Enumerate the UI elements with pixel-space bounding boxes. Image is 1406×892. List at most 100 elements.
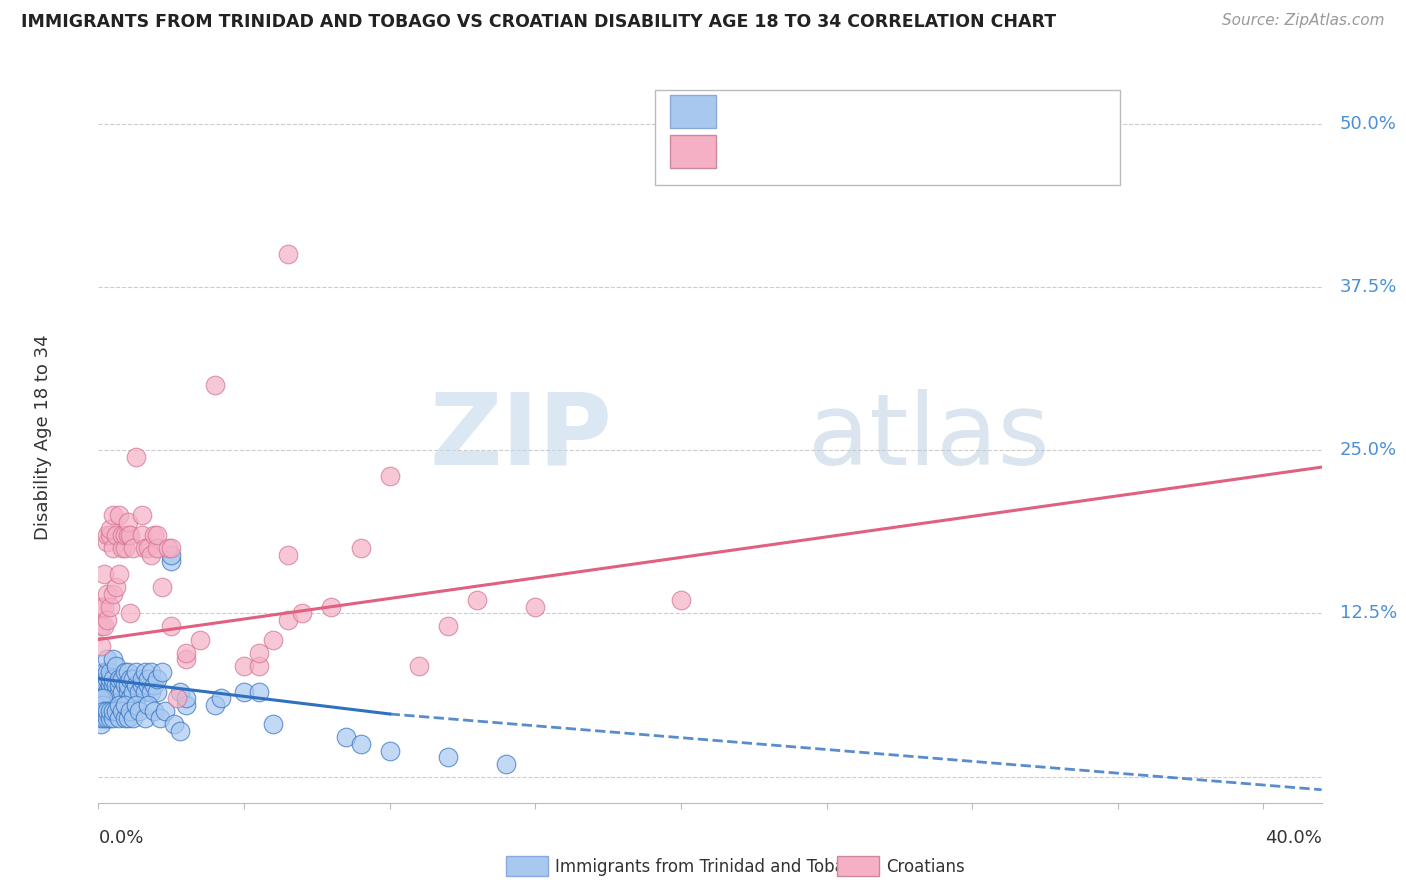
Point xyxy=(98,711,121,725)
Point xyxy=(160,619,183,633)
Point xyxy=(134,665,156,680)
Text: Disability Age 18 to 34: Disability Age 18 to 34 xyxy=(34,334,52,540)
Point xyxy=(408,658,430,673)
Point xyxy=(117,515,139,529)
Point xyxy=(93,705,115,719)
Point xyxy=(98,685,121,699)
Point xyxy=(145,672,167,686)
Point xyxy=(90,698,112,712)
Text: N =: N = xyxy=(924,103,965,120)
Point xyxy=(90,717,112,731)
Point xyxy=(104,580,127,594)
Point xyxy=(104,685,127,699)
Point xyxy=(524,599,547,614)
Point xyxy=(96,652,118,666)
Point xyxy=(93,685,115,699)
Point xyxy=(247,658,270,673)
Text: Croatians: Croatians xyxy=(886,858,965,876)
Point xyxy=(114,528,136,542)
Point xyxy=(120,528,142,542)
Point xyxy=(131,672,153,686)
Point xyxy=(89,691,111,706)
Point xyxy=(96,672,118,686)
Point xyxy=(160,541,183,555)
Point xyxy=(98,705,121,719)
Point xyxy=(101,672,124,686)
FancyBboxPatch shape xyxy=(669,136,716,169)
Point xyxy=(378,469,401,483)
Point xyxy=(98,665,121,680)
Point xyxy=(90,711,112,725)
Point xyxy=(93,599,115,614)
Point xyxy=(145,685,167,699)
Point xyxy=(108,711,131,725)
Text: 25.0%: 25.0% xyxy=(1340,442,1398,459)
Point xyxy=(117,678,139,692)
Point xyxy=(93,705,115,719)
Point xyxy=(145,528,167,542)
Point xyxy=(291,607,314,621)
Point xyxy=(145,541,167,555)
Point xyxy=(89,698,111,712)
Text: atlas: atlas xyxy=(808,389,1049,485)
Point xyxy=(114,665,136,680)
Point xyxy=(98,599,121,614)
Point xyxy=(96,665,118,680)
Point xyxy=(108,678,131,692)
Point xyxy=(98,521,121,535)
Point xyxy=(136,698,159,712)
Point xyxy=(209,691,232,706)
Point xyxy=(111,705,134,719)
Point xyxy=(101,678,124,692)
Point xyxy=(437,750,460,764)
Point xyxy=(101,587,124,601)
Point xyxy=(149,711,172,725)
Point xyxy=(101,711,124,725)
Point xyxy=(495,756,517,771)
Point xyxy=(104,678,127,692)
Point xyxy=(321,599,343,614)
Point xyxy=(142,705,165,719)
Point xyxy=(101,541,124,555)
Point xyxy=(98,698,121,712)
Point xyxy=(111,528,134,542)
Point xyxy=(104,691,127,706)
Point xyxy=(96,698,118,712)
Point xyxy=(91,705,114,719)
Point xyxy=(111,685,134,699)
Point xyxy=(139,685,162,699)
Point xyxy=(114,711,136,725)
FancyBboxPatch shape xyxy=(669,95,716,128)
Point xyxy=(101,652,124,666)
Point xyxy=(117,528,139,542)
Point xyxy=(139,548,162,562)
Text: Immigrants from Trinidad and Tobago: Immigrants from Trinidad and Tobago xyxy=(555,858,866,876)
Point xyxy=(89,705,111,719)
Point xyxy=(104,705,127,719)
Text: Source: ZipAtlas.com: Source: ZipAtlas.com xyxy=(1222,13,1385,29)
Point xyxy=(108,508,131,523)
Point xyxy=(91,691,114,706)
Point xyxy=(93,691,115,706)
FancyBboxPatch shape xyxy=(655,90,1119,185)
Point xyxy=(174,698,197,712)
Point xyxy=(122,685,145,699)
Point xyxy=(262,632,284,647)
Point xyxy=(122,672,145,686)
Point xyxy=(169,685,191,699)
Point xyxy=(101,508,124,523)
Point xyxy=(101,685,124,699)
Point xyxy=(108,567,131,582)
Point xyxy=(104,528,127,542)
Point xyxy=(120,607,142,621)
Point xyxy=(90,691,112,706)
Point xyxy=(277,548,299,562)
Point xyxy=(111,672,134,686)
Point xyxy=(120,672,142,686)
Point xyxy=(131,508,153,523)
Point xyxy=(96,705,118,719)
Point xyxy=(98,672,121,686)
Text: 0.216: 0.216 xyxy=(801,143,859,161)
Point xyxy=(117,665,139,680)
Point xyxy=(122,711,145,725)
